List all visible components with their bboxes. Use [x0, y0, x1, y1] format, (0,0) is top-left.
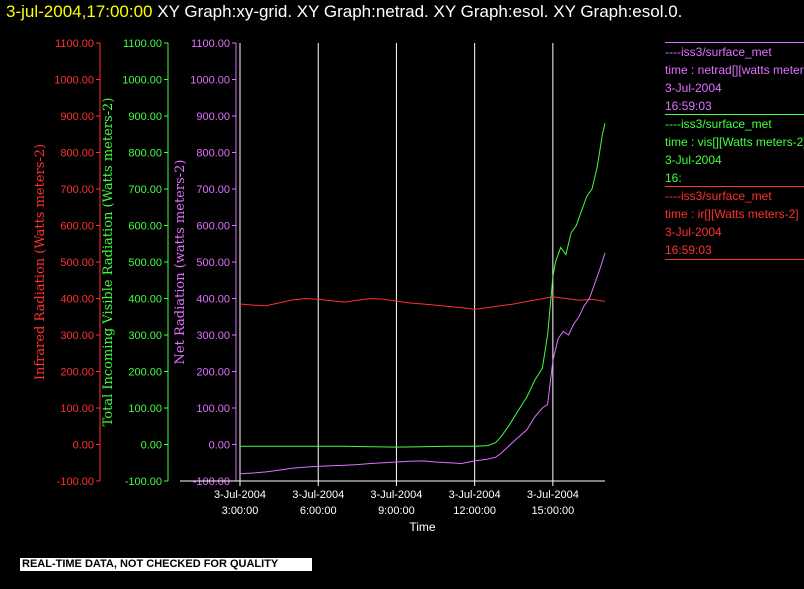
y-tick-label: 0.00 [141, 440, 162, 452]
legend-netrad: ----iss3/surface_met time : netrad[][wat… [665, 42, 804, 115]
y-tick-label: -100.00 [57, 476, 94, 488]
legend-variable: time : ir[][Watts meters-2] [665, 207, 799, 221]
ir-series-line [239, 296, 606, 310]
x-axis-title: Time [409, 520, 436, 534]
legend-vis: ----iss3/surface_met time : vis[][Watts … [665, 114, 804, 187]
legend-ir: ----iss3/surface_met time : ir[][Watts m… [665, 186, 804, 260]
x-tick-date: 3-Jul-2004 [214, 489, 266, 501]
x-tick-time: 12:00:00 [453, 505, 496, 517]
y-tick-label: 300.00 [196, 330, 230, 342]
x-tick-time: 3:00:00 [222, 505, 259, 517]
chart-title-bar: 3-jul-2004,17:00:00 XY Graph:xy-grid. XY… [6, 2, 682, 22]
legend-time: 16:59:03 [665, 241, 804, 260]
timestamp: 3-jul-2004,17:00:00 [6, 2, 153, 21]
y-tick-label: 1100.00 [191, 38, 230, 50]
y-tick-label: 100.00 [60, 403, 94, 415]
y-tick-label: 500.00 [60, 257, 94, 269]
y-tick-label: 600.00 [60, 221, 94, 233]
y-tick-label: 1100.00 [123, 38, 162, 50]
y-tick-label: 500.00 [128, 257, 162, 269]
y-tick-label: 400.00 [60, 294, 94, 306]
y-tick-label: 900.00 [60, 111, 94, 123]
graph-title-1: XY Graph:xy-grid. [157, 2, 293, 21]
y-tick-label: 500.00 [196, 257, 230, 269]
legend-source: ----iss3/surface_met [665, 189, 772, 203]
x-tick-time: 15:00:00 [531, 505, 574, 517]
graph-title-2: XY Graph:netrad. [296, 2, 429, 21]
y-tick-label: 1000.00 [190, 75, 230, 87]
graph-title-3: XY Graph:esol. [433, 2, 549, 21]
legend-variable: time : netrad[][watts meters-2] [665, 63, 804, 77]
y-tick-label: 700.00 [196, 184, 230, 196]
y-tick-label: 100.00 [196, 403, 230, 415]
quality-notice: REAL-TIME DATA, NOT CHECKED FOR QUALITY [20, 558, 312, 571]
y-tick-label: 1000.00 [54, 75, 94, 87]
x-tick-date: 3-Jul-2004 [527, 489, 579, 501]
y-tick-label: 0.00 [209, 440, 230, 452]
y-tick-label: 900.00 [196, 111, 230, 123]
vis-axis-title: Total Incoming Visible Radiation (Watts … [101, 98, 116, 427]
y-tick-label: 200.00 [196, 367, 230, 379]
y-tick-label: 1100.00 [55, 38, 94, 50]
y-tick-label: 400.00 [128, 294, 162, 306]
legend-separator [665, 114, 804, 115]
legend-separator [665, 42, 804, 43]
x-tick-date: 3-Jul-2004 [370, 489, 422, 501]
x-tick-date: 3-Jul-2004 [449, 489, 501, 501]
x-tick-time: 6:00:00 [300, 505, 337, 517]
y-tick-label: 800.00 [196, 148, 230, 160]
legend-source: ----iss3/surface_met [665, 45, 772, 59]
legend-date: 3-Jul-2004 [665, 225, 722, 239]
y-tick-label: 700.00 [60, 184, 94, 196]
y-tick-label: 0.00 [73, 440, 94, 452]
legend-date: 3-Jul-2004 [665, 81, 722, 95]
y-tick-label: 600.00 [128, 221, 162, 233]
y-tick-label: -100.00 [193, 476, 230, 488]
y-tick-label: 300.00 [128, 330, 162, 342]
y-tick-label: 800.00 [60, 148, 94, 160]
y-tick-label: 300.00 [60, 330, 94, 342]
y-tick-label: 100.00 [128, 403, 162, 415]
y-tick-label: -100.00 [125, 476, 162, 488]
y-tick-label: 700.00 [128, 184, 162, 196]
vis-series-line [240, 123, 606, 448]
y-tick-label: 1000.00 [122, 75, 162, 87]
legend-date: 3-Jul-2004 [665, 153, 722, 167]
legend-time: 16:59:03 [665, 99, 712, 113]
legend-separator [665, 186, 804, 187]
x-tick-date: 3-Jul-2004 [292, 489, 344, 501]
y-tick-label: 900.00 [128, 111, 162, 123]
y-tick-label: 200.00 [60, 367, 94, 379]
legend-source: ----iss3/surface_met [665, 117, 772, 131]
legend-variable: time : vis[][Watts meters-2] [665, 135, 804, 149]
legend-time: 16: [665, 171, 682, 185]
net-axis-title: Net Radiation (watts meters-2) [173, 160, 188, 365]
y-tick-label: 400.00 [196, 294, 230, 306]
x-tick-time: 9:00:00 [378, 505, 415, 517]
y-tick-label: 800.00 [128, 148, 162, 160]
net-series-line [239, 252, 606, 475]
graph-title-4: XY Graph:esol.0. [553, 2, 683, 21]
y-tick-label: 600.00 [196, 221, 230, 233]
y-tick-label: 200.00 [128, 367, 162, 379]
ir-axis-title: Infrared Radiation (Watts meters-2) [33, 144, 48, 380]
